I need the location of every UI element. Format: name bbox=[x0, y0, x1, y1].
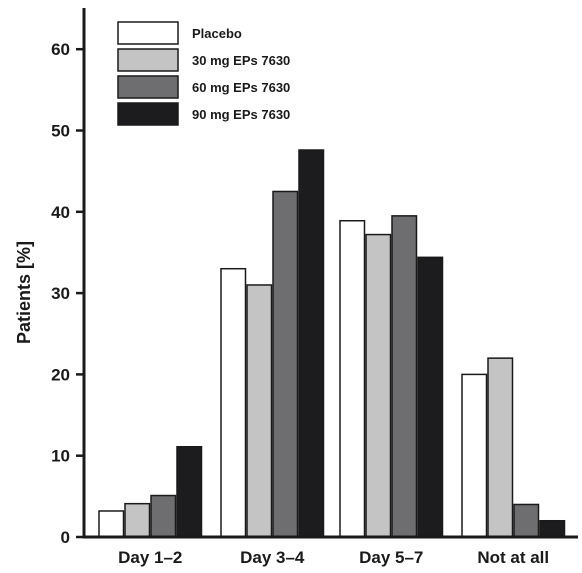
bar bbox=[539, 519, 566, 538]
y-ticks-group: 0 10 20 30 40 50 60 bbox=[51, 40, 84, 547]
bar bbox=[339, 219, 366, 538]
x-tick-label: Day 5–7 bbox=[359, 548, 423, 567]
bar bbox=[176, 446, 203, 538]
bar bbox=[487, 357, 514, 538]
legend-swatch bbox=[117, 21, 179, 45]
y-tick-label: 20 bbox=[51, 365, 70, 384]
legend-swatch bbox=[117, 48, 179, 72]
y-tick-label: 50 bbox=[51, 122, 70, 141]
bar bbox=[298, 149, 325, 538]
x-tick-label: Day 1–2 bbox=[118, 548, 182, 567]
bar bbox=[246, 284, 273, 538]
legend: Placebo 30 mg EPs 7630 60 mg EPs 7630 90 mg… bbox=[117, 21, 290, 126]
x-tick-label: Not at all bbox=[477, 548, 549, 567]
bar bbox=[98, 510, 125, 538]
bar bbox=[391, 215, 418, 538]
bars-group bbox=[98, 149, 566, 538]
bar bbox=[272, 190, 299, 538]
axes-group bbox=[82, 8, 578, 539]
bar bbox=[124, 502, 151, 538]
y-tick-label: 60 bbox=[51, 40, 70, 59]
y-axis-title: Patients [%] bbox=[14, 241, 34, 344]
legend-swatch bbox=[117, 75, 179, 99]
legend-label: 30 mg EPs 7630 bbox=[192, 53, 290, 68]
bar bbox=[220, 267, 247, 538]
legend-swatch bbox=[117, 102, 179, 126]
legend-label: 60 mg EPs 7630 bbox=[192, 80, 290, 95]
bar bbox=[150, 494, 177, 538]
bar bbox=[365, 233, 392, 538]
legend-label: 90 mg EPs 7630 bbox=[192, 107, 290, 122]
y-tick-label: 30 bbox=[51, 284, 70, 303]
y-tick-label: 10 bbox=[51, 447, 70, 466]
y-tick-label: 0 bbox=[61, 528, 70, 547]
y-tick-label: 40 bbox=[51, 203, 70, 222]
x-ticks-group: Day 1–2 Day 3–4 Day 5–7 Not at all bbox=[118, 548, 549, 567]
bar bbox=[417, 256, 444, 538]
legend-label: Placebo bbox=[192, 26, 242, 41]
bar bbox=[513, 503, 540, 538]
x-tick-label: Day 3–4 bbox=[240, 548, 305, 567]
bar bbox=[461, 373, 488, 538]
